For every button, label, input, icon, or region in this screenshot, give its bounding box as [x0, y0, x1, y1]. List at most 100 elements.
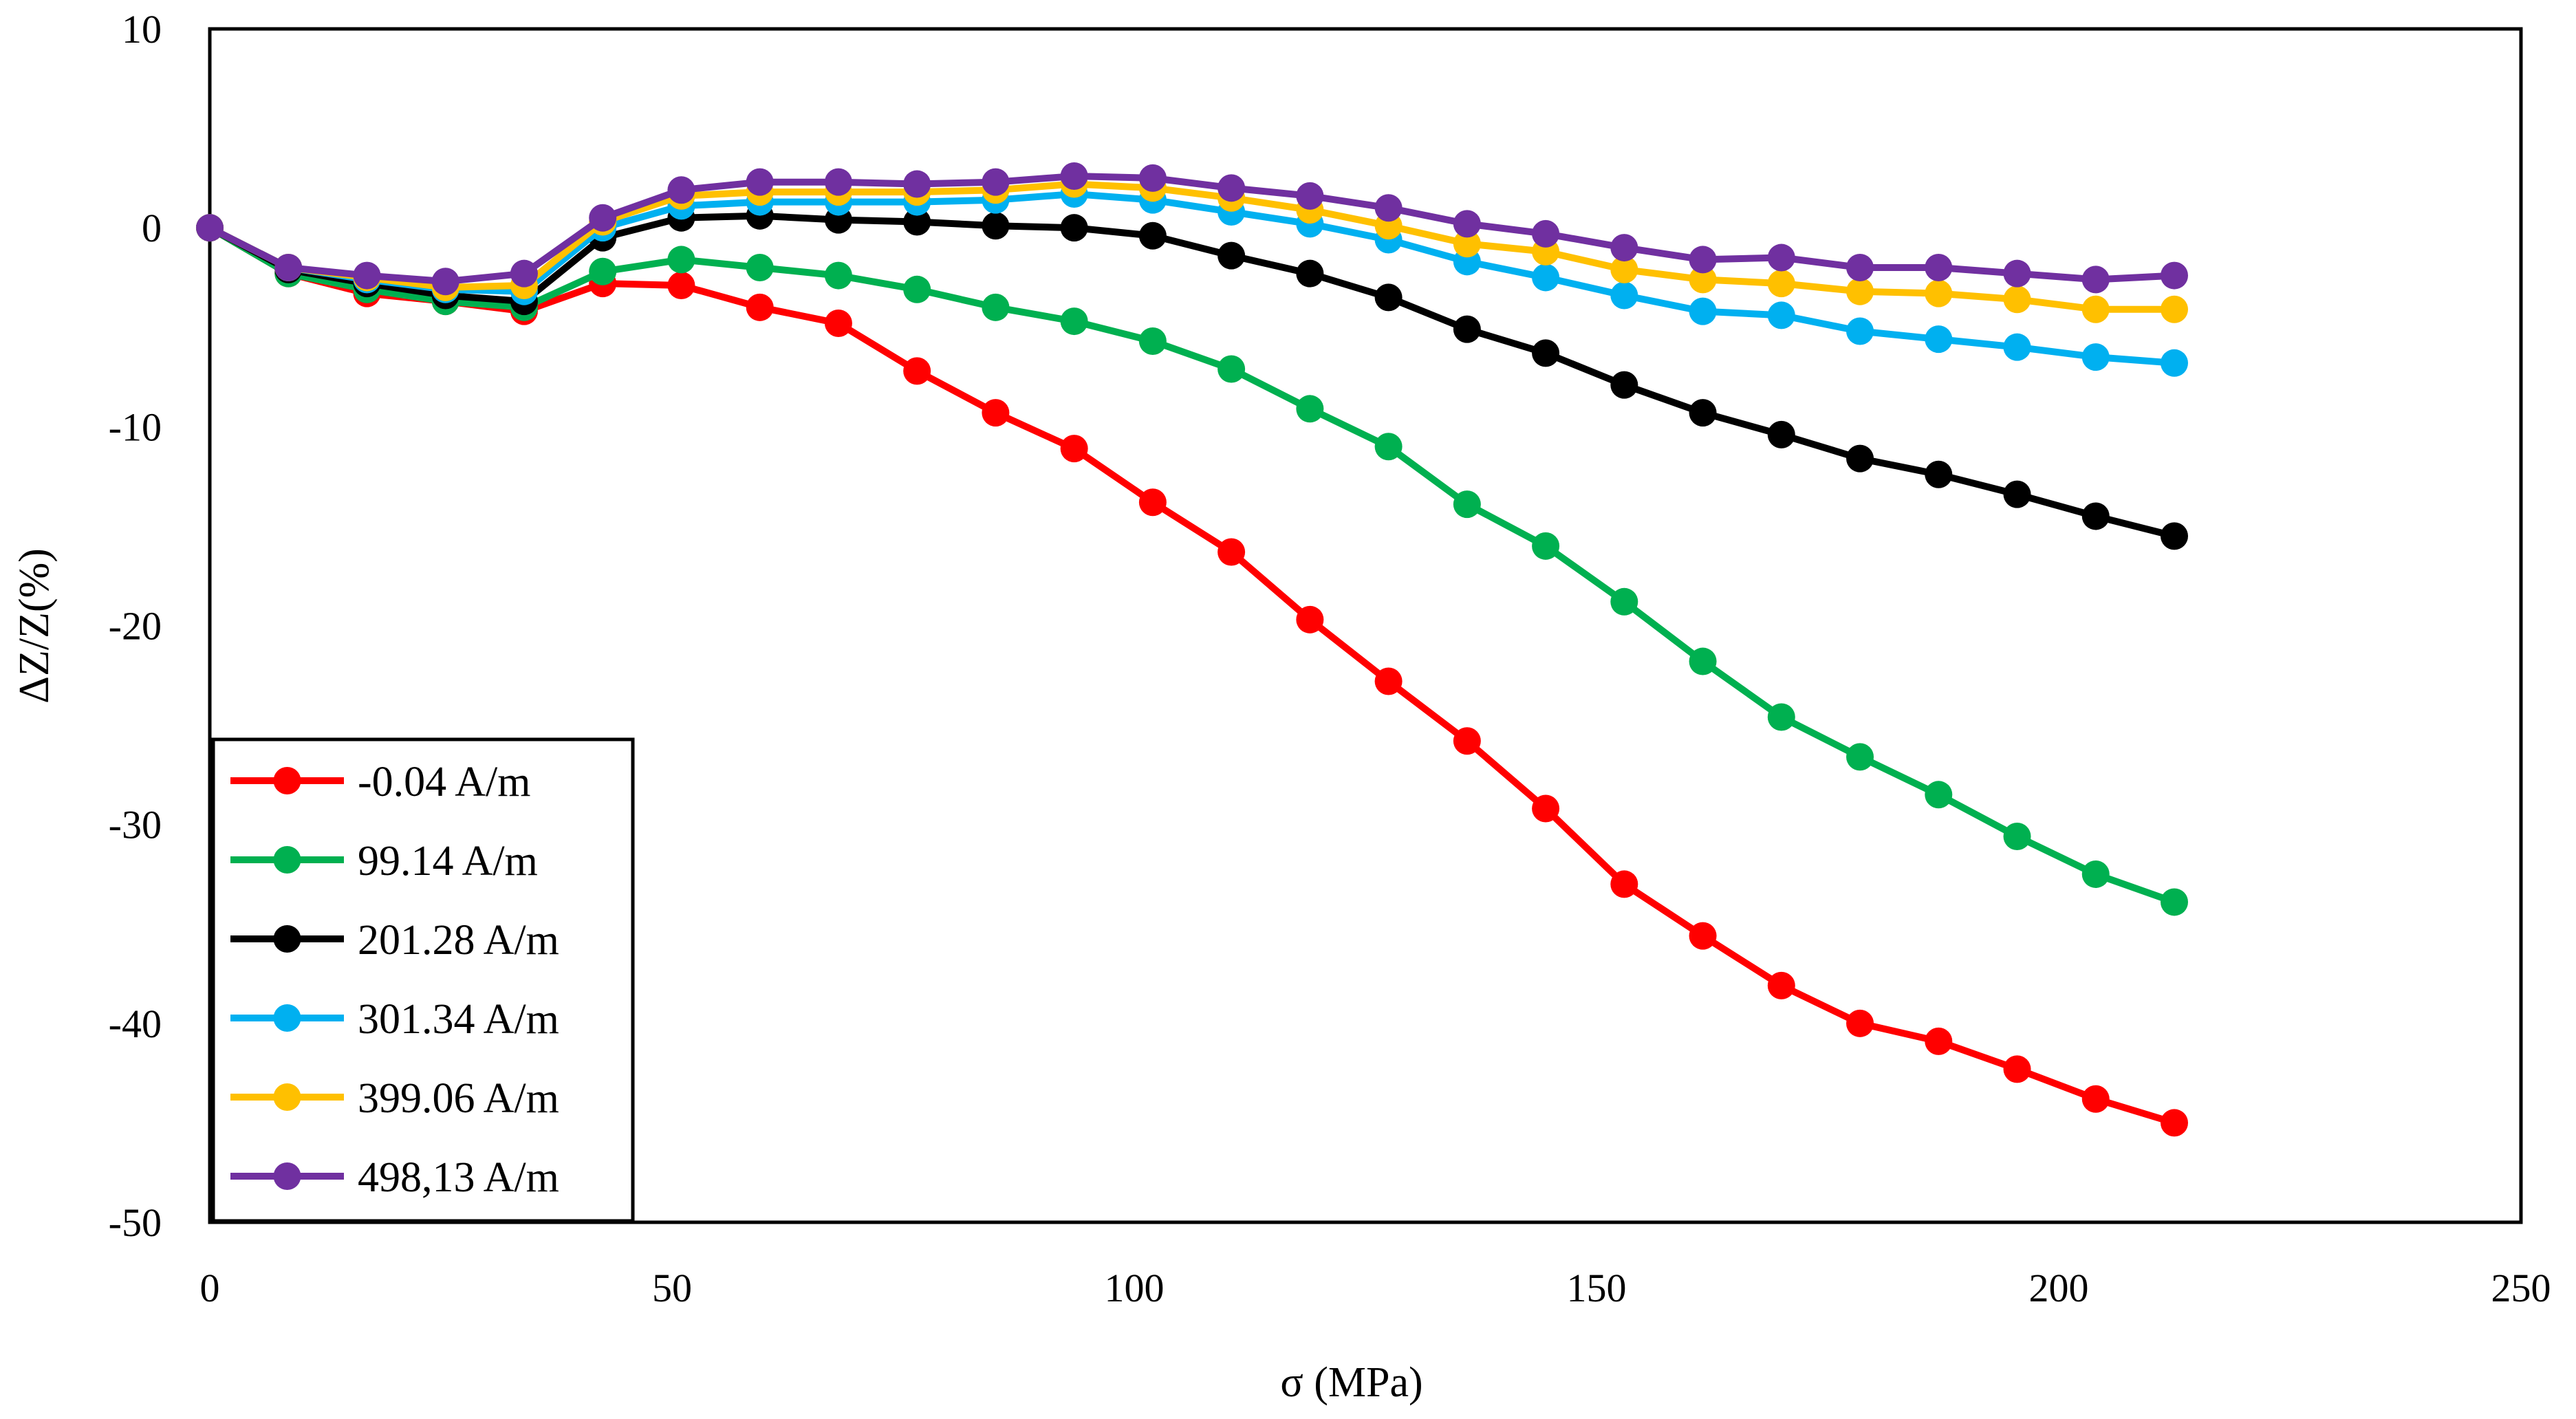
data-point: [1138, 488, 1167, 517]
legend-label: -0.04 A/m: [358, 759, 530, 805]
data-point: [1689, 246, 1717, 274]
legend-label: 201.28 A/m: [358, 917, 559, 964]
x-tick-label: 50: [652, 1266, 692, 1310]
legend-item: -0.04 A/m: [230, 759, 530, 805]
data-point: [1689, 297, 1717, 325]
data-point: [1925, 460, 1953, 488]
y-axis-ticks: 10 0 -10 -20 -30 -40 -50: [109, 7, 162, 1245]
data-point: [2003, 259, 2031, 288]
y-tick-label: -40: [109, 1001, 162, 1046]
legend-marker: [273, 1004, 301, 1032]
data-point: [1846, 317, 1874, 345]
legend-item: 498,13 A/m: [230, 1154, 559, 1201]
data-point: [1689, 647, 1717, 675]
legend-item: 399.06 A/m: [230, 1075, 559, 1122]
legend-label: 498,13 A/m: [358, 1154, 559, 1201]
data-point: [1060, 214, 1088, 242]
legend-marker: [273, 925, 301, 953]
data-point: [1138, 327, 1167, 355]
data-point: [2003, 823, 2031, 851]
legend-marker: [273, 846, 301, 874]
data-point: [1610, 281, 1638, 310]
legend-label: 99.14 A/m: [358, 838, 538, 885]
data-point: [1532, 263, 1560, 292]
data-point: [903, 275, 931, 303]
data-point: [1767, 971, 1795, 999]
series-6: [196, 162, 2188, 296]
data-point: [2081, 1085, 2110, 1113]
legend-item: 301.34 A/m: [230, 996, 559, 1043]
data-point: [1532, 339, 1560, 367]
data-point: [1296, 605, 1324, 633]
data-point: [2003, 285, 2031, 314]
data-point: [982, 293, 1010, 321]
data-point: [1610, 255, 1638, 283]
data-point: [353, 261, 381, 290]
data-point: [1846, 254, 1874, 281]
legend-marker: [273, 1162, 301, 1190]
data-point: [1532, 219, 1560, 248]
legend-label: 399.06 A/m: [358, 1075, 559, 1122]
data-point: [2161, 1109, 2188, 1137]
data-point: [2081, 860, 2110, 888]
y-tick-label: -50: [109, 1200, 162, 1245]
data-point: [2003, 333, 2031, 361]
legend-marker: [273, 1083, 301, 1111]
data-point: [196, 214, 224, 242]
data-point: [1138, 221, 1167, 250]
data-point: [1374, 194, 1403, 222]
data-point: [1453, 727, 1481, 755]
data-point: [1767, 420, 1795, 448]
data-point: [1767, 270, 1795, 298]
data-point: [1767, 301, 1795, 329]
data-point: [667, 246, 695, 274]
y-tick-label: 10: [122, 7, 162, 52]
data-point: [903, 208, 931, 236]
data-point: [1767, 703, 1795, 731]
legend-box: [211, 737, 635, 1223]
data-point: [1060, 162, 1088, 190]
data-point: [1532, 794, 1560, 823]
data-point: [1846, 1009, 1874, 1037]
data-point: [982, 399, 1010, 427]
data-point: [1453, 315, 1481, 343]
y-tick-label: -10: [109, 404, 162, 449]
data-point: [824, 261, 852, 290]
data-point: [1610, 587, 1638, 616]
data-point: [824, 168, 852, 196]
legend-marker: [273, 767, 301, 794]
data-point: [2161, 888, 2188, 916]
data-point: [1532, 532, 1560, 560]
x-tick-label: 200: [2029, 1266, 2089, 1310]
data-point: [824, 309, 852, 337]
x-tick-label: 250: [2491, 1266, 2551, 1310]
data-point: [1296, 182, 1324, 210]
data-point: [1610, 870, 1638, 898]
data-point: [1217, 538, 1246, 566]
data-point: [746, 168, 774, 196]
data-point: [2081, 343, 2110, 371]
x-axis-ticks: 0 50 100 150 200 250: [200, 1266, 2551, 1310]
data-point: [1846, 277, 1874, 305]
data-point: [667, 272, 695, 300]
data-point: [1453, 230, 1481, 258]
data-point: [1925, 279, 1953, 307]
data-point: [746, 293, 774, 321]
legend-items: -0.04 A/m 99.14 A/m 201.28 A/m 301.34 A/m 39…: [230, 759, 559, 1201]
data-point: [1138, 164, 1167, 192]
x-axis-title: σ (MPa): [1280, 1359, 1422, 1406]
data-point: [1453, 210, 1481, 238]
data-point: [982, 212, 1010, 240]
data-point: [1610, 234, 1638, 262]
legend: -0.04 A/m 99.14 A/m 201.28 A/m 301.34 A/m 39…: [211, 737, 635, 1223]
data-point: [1374, 433, 1403, 461]
data-point: [1846, 444, 1874, 473]
data-point: [982, 168, 1010, 196]
y-axis-title: ΔZ/Z(%): [11, 548, 58, 704]
data-point: [1296, 259, 1324, 288]
data-point: [1453, 490, 1481, 519]
data-point: [431, 268, 459, 296]
data-point: [903, 357, 931, 385]
data-point: [1767, 243, 1795, 272]
